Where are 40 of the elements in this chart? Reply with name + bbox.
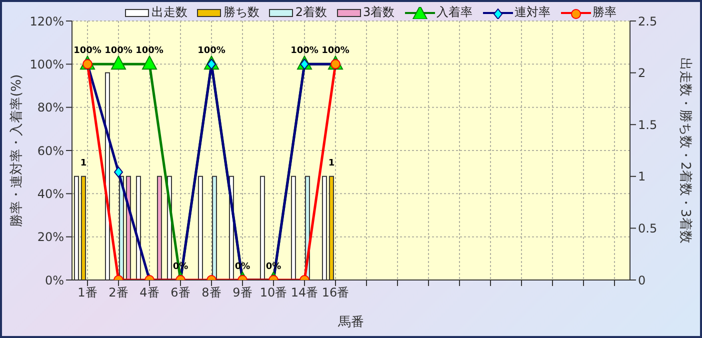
- y2-axis-title: 出走数・勝ち数・2着数・3着数: [677, 58, 694, 244]
- y-tick-label: 40%: [37, 186, 64, 201]
- y-tick-label: 60%: [37, 144, 64, 158]
- y-tick-label: 120%: [30, 14, 64, 28]
- x-tick-label: 1番: [78, 286, 98, 300]
- x-tick-label: 6番: [170, 286, 190, 300]
- x-tick-label: 14番: [290, 286, 318, 300]
- y-tick-label: 100%: [30, 57, 64, 72]
- legend-label: 勝率: [592, 4, 617, 21]
- x-tick-label: 4番: [140, 286, 160, 300]
- y-tick-label: 20%: [37, 230, 64, 244]
- y2-tick-label: 2.5: [638, 14, 658, 28]
- x-tick-label: 16番: [322, 286, 350, 300]
- y2-tick-label: 1.5: [638, 118, 658, 132]
- data-label: 100%: [104, 46, 132, 56]
- legend-label: 3着数: [362, 4, 395, 21]
- data-label: 100%: [322, 46, 350, 56]
- data-label: 1: [80, 158, 87, 168]
- x-axis-title: 馬番: [337, 315, 364, 330]
- y-tick-label: 80%: [37, 100, 64, 115]
- x-tick-label: 9番: [232, 286, 252, 300]
- data-label: 100%: [198, 46, 226, 56]
- y-axis-title: 勝率・連対率・入着率(%): [8, 74, 25, 227]
- x-tick-label: 10番: [260, 286, 288, 300]
- data-label: 100%: [74, 46, 102, 56]
- data-label: 100%: [136, 46, 164, 56]
- y-tick-label: 0%: [44, 273, 64, 288]
- y2-tick-label: 0.5: [638, 221, 658, 236]
- data-label: 100%: [290, 46, 318, 56]
- legend-label: 出走数: [150, 4, 188, 21]
- x-tick-label: 8番: [202, 286, 222, 300]
- legend-label: 入着率: [436, 4, 473, 21]
- y2-tick-label: 0: [638, 273, 646, 288]
- x-tick-label: 2番: [108, 286, 128, 300]
- y2-tick-label: 1: [638, 170, 646, 184]
- legend-label: 勝ち数: [222, 4, 260, 21]
- data-label: 1: [328, 158, 335, 168]
- legend-label: 連対率: [514, 4, 551, 21]
- legend-label: 2着数: [294, 4, 327, 21]
- y2-tick-label: 2: [638, 66, 646, 80]
